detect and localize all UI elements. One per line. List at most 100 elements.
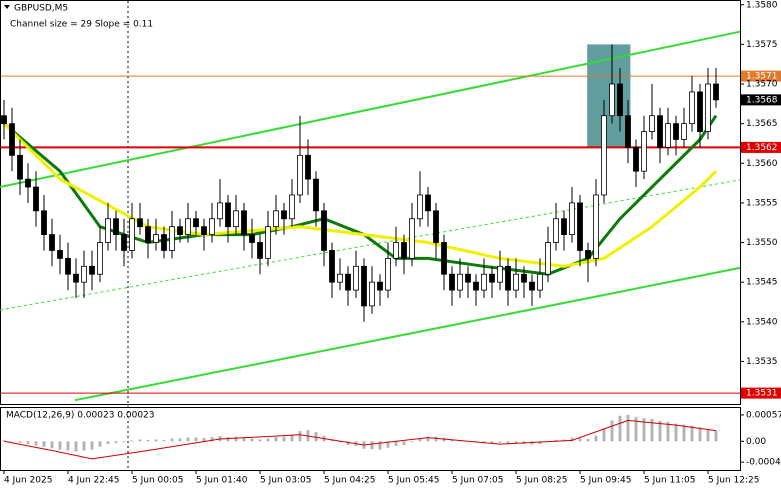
x-tick-label: 5 Jun 07:05 <box>452 476 503 486</box>
macd-bar <box>610 420 614 442</box>
candle-body <box>665 123 671 148</box>
candle-body <box>73 273 79 283</box>
macd-bar <box>210 437 214 442</box>
candle-body <box>225 202 231 228</box>
macd-bar <box>498 441 502 443</box>
candle-body <box>593 194 599 259</box>
x-tick-label: 5 Jun 04:25 <box>324 476 375 486</box>
candle-body <box>161 234 167 251</box>
candle-body <box>585 250 591 259</box>
y-tick-label: 0.00 <box>746 437 766 447</box>
chart-title: GBPUSD,M5 <box>14 4 68 14</box>
candle-body <box>409 218 415 259</box>
macd-bar <box>138 439 142 442</box>
macd-signal <box>3 419 717 460</box>
channel-annotation: Channel size = 29 Slope = 0.11 <box>10 20 153 30</box>
y-tick-label: 1.3565 <box>746 119 778 129</box>
candle-body <box>425 194 431 212</box>
candle-body <box>657 115 663 148</box>
level-label-box <box>741 387 781 399</box>
candle-body <box>209 218 215 235</box>
candle-body <box>345 273 351 291</box>
candle-body <box>697 91 703 132</box>
macd-bar <box>642 418 646 442</box>
candle-body <box>457 273 463 291</box>
x-tick-label: 5 Jun 05:45 <box>388 476 439 486</box>
macd-bar <box>2 440 6 442</box>
candle-body <box>233 210 239 228</box>
y-tick-label: -0.00045 <box>746 458 781 468</box>
macd-bar <box>378 441 382 450</box>
macd-bar <box>338 441 342 443</box>
macd-bar <box>114 441 118 444</box>
macd-bar <box>658 420 662 442</box>
macd-title: MACD(12,26,9) 0.00023 0.00023 <box>6 411 155 421</box>
x-tick-label: 5 Jun 12:25 <box>708 476 759 486</box>
y-tick-label: 1.3550 <box>746 238 778 248</box>
candle-body <box>705 83 711 132</box>
candle-body <box>305 154 311 180</box>
candle-body <box>361 265 367 307</box>
candle-body <box>289 194 295 220</box>
candle-body <box>169 226 175 251</box>
candle-body <box>561 218 567 235</box>
candle-body <box>641 131 647 172</box>
candle-body <box>65 257 71 275</box>
macd-bar <box>146 439 150 442</box>
candle-body <box>609 83 615 117</box>
macd-bar <box>154 439 158 442</box>
candle-body <box>577 202 583 251</box>
candle-body <box>481 273 487 291</box>
candle-body <box>449 273 455 291</box>
macd-bar <box>298 431 302 442</box>
macd-bar <box>506 441 510 444</box>
candle-body <box>489 273 495 283</box>
x-tick-label: 5 Jun 01:40 <box>196 476 248 486</box>
candle-body <box>465 273 471 283</box>
macd-bar <box>650 419 654 442</box>
macd-bar <box>274 437 278 442</box>
candle-body <box>633 147 639 172</box>
macd-bar <box>698 427 702 442</box>
candle-body <box>417 194 423 220</box>
macd-bar <box>538 441 542 445</box>
x-tick-label: 4 Jun 22:45 <box>68 476 119 486</box>
candle-body <box>337 273 343 283</box>
y-tick-label: 1.3575 <box>746 40 778 50</box>
macd-bar <box>250 438 254 442</box>
candle-body <box>153 234 159 243</box>
y-tick-label: 1.3545 <box>746 278 778 288</box>
candle-body <box>673 123 679 140</box>
x-tick-label: 5 Jun 03:05 <box>260 476 311 486</box>
macd-bar <box>706 429 710 442</box>
level-label: 1.3571 <box>746 72 778 82</box>
macd-bar <box>514 441 518 444</box>
macd-bar <box>106 441 110 445</box>
candle-body <box>177 226 183 235</box>
candle-body <box>385 257 391 291</box>
candle-body <box>49 234 55 251</box>
y-tick-label: 1.3570 <box>746 80 778 90</box>
last-price-box <box>741 94 781 106</box>
macd-bar <box>90 441 94 450</box>
macd-bar <box>450 439 454 442</box>
candle-body <box>113 218 119 235</box>
macd-bar <box>18 441 22 443</box>
candle-body <box>529 281 535 291</box>
macd-bar <box>386 441 390 448</box>
macd-bar <box>370 441 374 450</box>
macd-bar <box>426 436 430 442</box>
macd-bar <box>482 441 486 443</box>
macd-bar <box>82 441 86 451</box>
macd-bar <box>626 414 630 442</box>
macd-bar <box>10 441 14 442</box>
macd-bar <box>418 438 422 442</box>
y-tick-label: 0.00057 <box>746 410 781 420</box>
candle-body <box>377 281 383 291</box>
y-tick-label: 1.3560 <box>746 159 778 169</box>
candle-body <box>505 265 511 291</box>
candle-body <box>281 210 287 220</box>
candle-body <box>497 265 503 283</box>
